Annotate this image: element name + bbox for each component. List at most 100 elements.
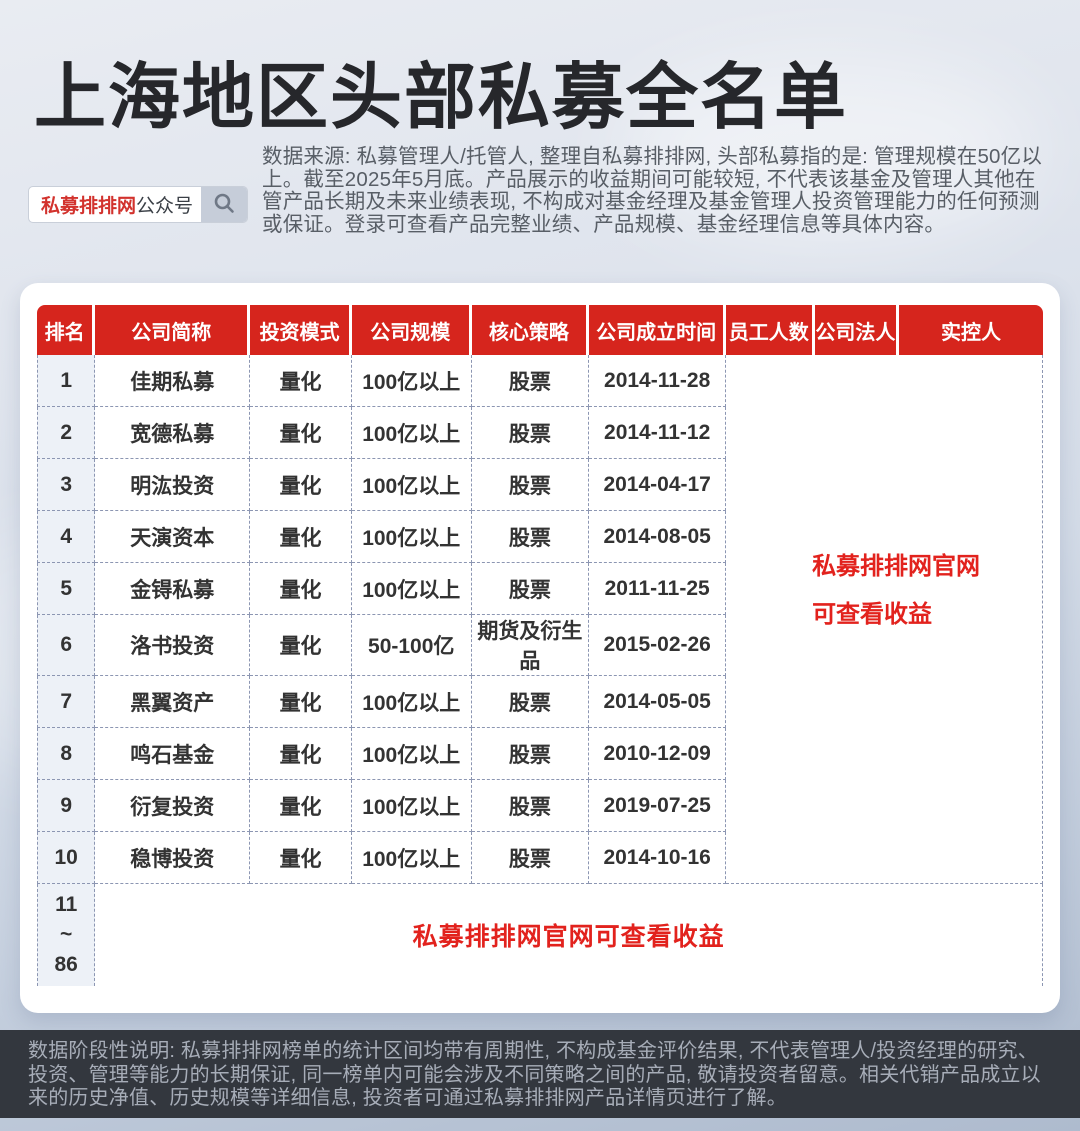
periodic-disclaimer-footer: 数据阶段性说明: 私募排排网榜单的统计区间均带有周期性, 不构成基金评价结果, … [0, 1030, 1080, 1118]
col-header-controller: 实控人 [899, 305, 1043, 355]
scale-cell: 100亿以上 [351, 832, 472, 884]
scale-cell: 100亿以上 [351, 728, 472, 780]
search-input[interactable]: 私募排排网 公众号 [29, 187, 201, 222]
strategy-cell: 股票 [471, 563, 590, 615]
scale-cell: 100亿以上 [351, 676, 472, 728]
hidden-columns-watermark-cell: 私募排排网官网 可查看收益 [726, 355, 1043, 884]
ranking-table-card: 排名 公司简称 投资模式 公司规模 核心策略 公司成立时间 员工人数 公司法人 … [20, 283, 1060, 1013]
table-row: 3 明汯投资 量化 100亿以上 股票 2014-04-17 [37, 459, 1043, 511]
company-cell: 佳期私募 [95, 355, 251, 407]
rank-cell: 7 [37, 676, 96, 728]
mode-cell: 量化 [250, 563, 352, 615]
col-header-employees: 员工人数 [726, 305, 815, 355]
founded-cell: 2010-12-09 [589, 728, 727, 780]
strategy-cell: 股票 [471, 511, 590, 563]
rank-cell: 5 [37, 563, 96, 615]
strategy-cell: 股票 [471, 728, 590, 780]
company-cell: 黑翼资产 [95, 676, 251, 728]
company-cell: 洛书投资 [95, 615, 251, 676]
company-cell: 衍复投资 [95, 780, 251, 832]
strategy-cell: 股票 [471, 780, 590, 832]
table-row: 1 佳期私募 量化 100亿以上 股票 2014-11-28 私募排排网官网 可… [37, 355, 1043, 884]
company-cell: 金锝私募 [95, 563, 251, 615]
strategy-cell: 股票 [471, 676, 590, 728]
mode-cell: 量化 [250, 780, 352, 832]
brand-name: 私募排排网 [41, 196, 137, 217]
mode-cell: 量化 [250, 676, 352, 728]
rank-cell: 9 [37, 780, 96, 832]
bottom-watermark-note: 私募排排网官网可查看收益 [95, 884, 1043, 986]
rank-range-end: 86 [54, 953, 78, 976]
col-header-legal-person: 公司法人 [814, 305, 900, 355]
rank-cell: 6 [37, 615, 96, 676]
table-row: 7 黑翼资产 量化 100亿以上 股票 2014-05-05 [37, 676, 1043, 728]
official-site-watermark: 私募排排网官网 可查看收益 [726, 552, 1042, 630]
private-fund-ranking-table: 排名 公司简称 投资模式 公司规模 核心策略 公司成立时间 员工人数 公司法人 … [37, 305, 1043, 986]
table-row: 4 天演资本 量化 100亿以上 股票 2014-08-05 [37, 511, 1043, 563]
scale-cell: 100亿以上 [351, 407, 472, 459]
strategy-cell: 股票 [471, 355, 590, 407]
rank-cell: 4 [37, 511, 96, 563]
mode-cell: 量化 [250, 511, 352, 563]
mode-cell: 量化 [250, 728, 352, 780]
col-header-scale: 公司规模 [351, 305, 472, 355]
company-cell: 天演资本 [95, 511, 251, 563]
company-cell: 稳博投资 [95, 832, 251, 884]
search-icon [212, 191, 236, 218]
founded-cell: 2014-11-28 [589, 355, 727, 407]
strategy-cell: 股票 [471, 459, 590, 511]
rank-range-start: 11 [55, 893, 78, 916]
founded-cell: 2014-11-12 [589, 407, 727, 459]
search-button[interactable] [201, 187, 247, 222]
table-row: 5 金锝私募 量化 100亿以上 股票 2011-11-25 [37, 563, 1043, 615]
rank-cell: 8 [37, 728, 96, 780]
company-cell: 明汯投资 [95, 459, 251, 511]
founded-cell: 2014-05-05 [589, 676, 727, 728]
scale-cell: 100亿以上 [351, 459, 472, 511]
col-header-founded: 公司成立时间 [589, 305, 727, 355]
mode-cell: 量化 [250, 407, 352, 459]
account-suffix: 公众号 [136, 196, 194, 217]
col-header-company: 公司简称 [95, 305, 251, 355]
rank-cell: 3 [37, 459, 96, 511]
mode-cell: 量化 [250, 459, 352, 511]
scale-cell: 50-100亿 [351, 615, 472, 676]
strategy-cell: 期货及衍生品 [471, 615, 590, 676]
table-row-range: 11 ~ 86 私募排排网官网可查看收益 [37, 884, 1043, 986]
founded-cell: 2014-10-16 [589, 832, 727, 884]
mode-cell: 量化 [250, 832, 352, 884]
founded-cell: 2014-08-05 [589, 511, 727, 563]
rank-range: 11 ~ 86 [38, 890, 94, 980]
wechat-account-search-pill[interactable]: 私募排排网 公众号 [28, 186, 248, 223]
mode-cell: 量化 [250, 615, 352, 676]
rank-cell: 1 [37, 355, 96, 407]
founded-cell: 2011-11-25 [589, 563, 727, 615]
mode-cell: 量化 [250, 355, 352, 407]
rank-cell: 2 [37, 407, 96, 459]
col-header-rank: 排名 [37, 305, 96, 355]
watermark-line: 可查看收益 [812, 601, 933, 628]
col-header-strategy: 核心策略 [471, 305, 590, 355]
table-row: 6 洛书投资 量化 50-100亿 期货及衍生品 2015-02-26 [37, 615, 1043, 676]
company-cell: 宽德私募 [95, 407, 251, 459]
table-row: 8 鸣石基金 量化 100亿以上 股票 2010-12-09 [37, 728, 1043, 780]
scale-cell: 100亿以上 [351, 511, 472, 563]
scale-cell: 100亿以上 [351, 563, 472, 615]
table-row: 2 宽德私募 量化 100亿以上 股票 2014-11-12 [37, 407, 1043, 459]
founded-cell: 2014-04-17 [589, 459, 727, 511]
table-header-row: 排名 公司简称 投资模式 公司规模 核心策略 公司成立时间 员工人数 公司法人 … [37, 305, 1043, 355]
table-row: 9 衍复投资 量化 100亿以上 股票 2019-07-25 [37, 780, 1043, 832]
company-cell: 鸣石基金 [95, 728, 251, 780]
founded-cell: 2019-07-25 [589, 780, 727, 832]
scale-cell: 100亿以上 [351, 780, 472, 832]
table-row: 10 稳博投资 量化 100亿以上 股票 2014-10-16 [37, 832, 1043, 884]
strategy-cell: 股票 [471, 832, 590, 884]
data-source-disclaimer: 数据来源: 私募管理人/托管人, 整理自私募排排网, 头部私募指的是: 管理规模… [262, 145, 1043, 236]
page-title: 上海地区头部私募全名单 [34, 58, 849, 138]
rank-range-cell: 11 ~ 86 [37, 884, 96, 986]
strategy-cell: 股票 [471, 407, 590, 459]
founded-cell: 2015-02-26 [589, 615, 727, 676]
watermark-line: 私募排排网官网 [812, 553, 981, 580]
scale-cell: 100亿以上 [351, 355, 472, 407]
